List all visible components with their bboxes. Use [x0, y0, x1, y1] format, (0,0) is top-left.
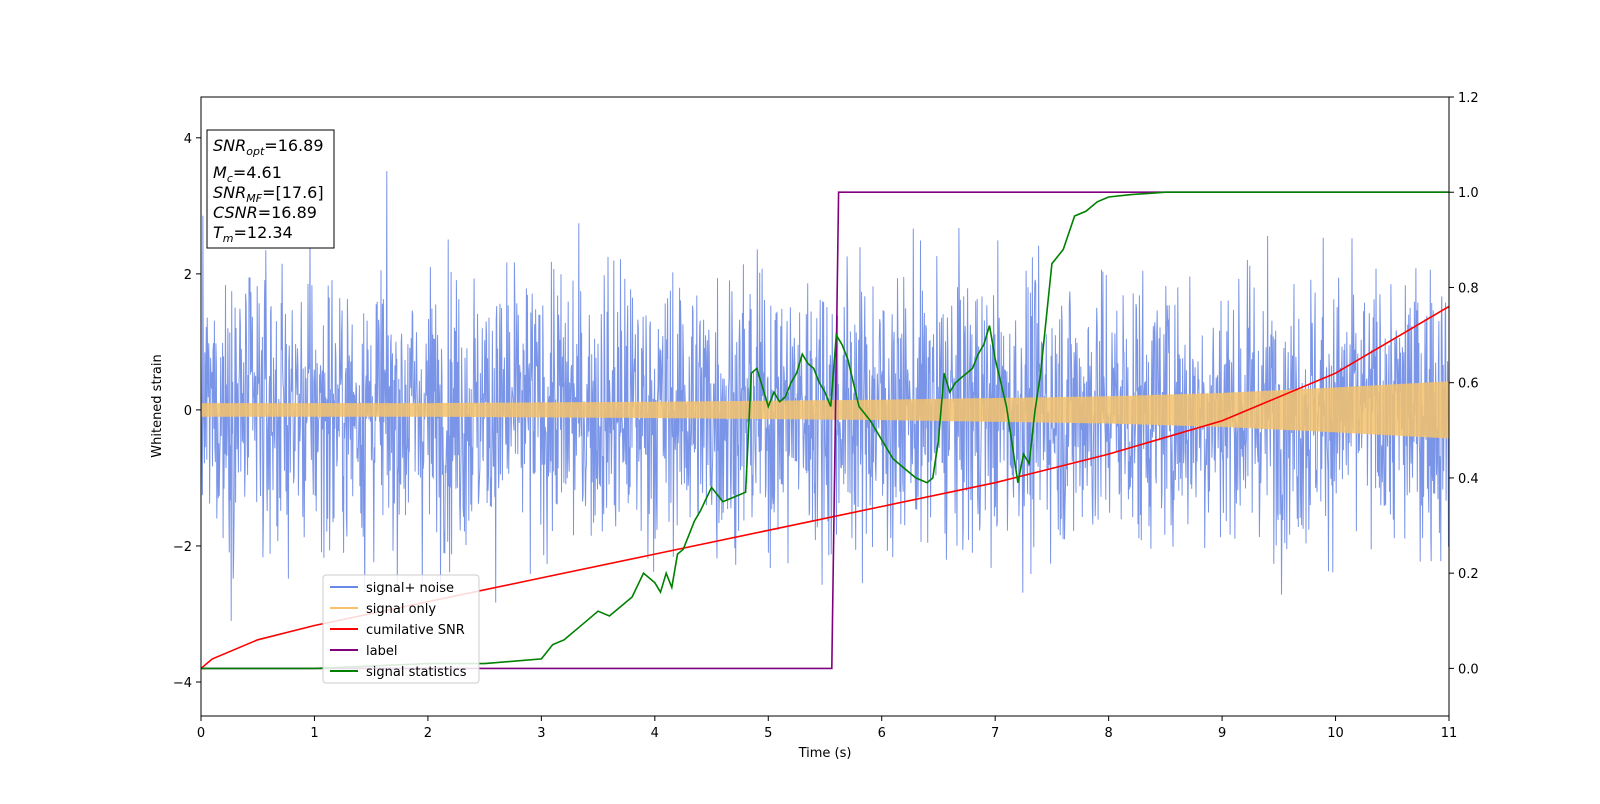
y-left-tick-label: −2 — [173, 540, 192, 555]
x-axis-ticks: 0 1 2 3 4 5 6 7 8 9 10 11 — [197, 716, 1457, 741]
y-left-tick-label: 2 — [184, 268, 192, 283]
y-right-tick-label: 1.2 — [1458, 91, 1479, 106]
series-signal-statistics-line — [201, 191, 1449, 670]
x-tick-label: 1 — [310, 726, 318, 741]
x-tick-label: 11 — [1441, 726, 1458, 741]
info-tm-base: T — [213, 223, 224, 242]
x-tick-label: 9 — [1218, 726, 1226, 741]
x-tick-label: 4 — [651, 726, 659, 741]
info-mc: Mc=4.61 — [213, 163, 282, 185]
legend-label-signal-only: signal only — [366, 602, 436, 617]
series-signal-only-line — [201, 381, 1449, 439]
x-tick-label: 8 — [1104, 726, 1112, 741]
info-tm-value: =12.34 — [234, 223, 293, 242]
y-right-tick-label: 0.8 — [1458, 281, 1479, 296]
info-snr-opt: SNRopt=16.89 — [213, 136, 324, 158]
info-mc-value: =4.61 — [233, 163, 282, 182]
info-csnr-base: CSNR — [213, 203, 258, 222]
info-mc-sub: c — [227, 172, 233, 185]
info-snr-mf-base: SNR — [213, 183, 246, 202]
y-axis-right-ticks: 0.0 0.2 0.4 0.6 0.8 1.0 1.2 — [1449, 91, 1479, 677]
x-tick-label: 6 — [878, 726, 886, 741]
x-tick-label: 0 — [197, 726, 205, 741]
legend: signal+ noise signal only cumilative SNR… — [322, 574, 480, 684]
series-cumulative-snr-line — [201, 305, 1449, 670]
info-tm: Tm=12.34 — [213, 223, 293, 245]
legend-label-cumulative-snr: cumilative SNR — [366, 623, 465, 638]
y-right-tick-label: 0.4 — [1458, 472, 1479, 487]
series-label-line — [201, 191, 1449, 670]
y-right-tick-label: 0.0 — [1458, 662, 1479, 677]
info-snr-opt-value: =16.89 — [264, 136, 323, 155]
info-snr-mf-sub: MF — [246, 192, 262, 205]
legend-label-label: label — [366, 644, 397, 659]
info-csnr: CSNR=16.89 — [213, 203, 317, 222]
info-box: SNRopt=16.89 Mc=4.61 SNRMF=[17.6] CSNR=1… — [206, 129, 335, 249]
x-tick-label: 10 — [1327, 726, 1344, 741]
x-tick-label: 3 — [537, 726, 545, 741]
series-layer — [201, 171, 1449, 670]
y-left-tick-label: 4 — [184, 132, 192, 147]
y-left-tick-label: 0 — [184, 404, 192, 419]
info-csnr-value: =16.89 — [258, 203, 317, 222]
info-snr-mf: SNRMF=[17.6] — [213, 183, 324, 205]
legend-frame — [322, 574, 480, 684]
y-axis-left-ticks: −4 −2 0 2 4 — [173, 132, 201, 691]
x-tick-label: 7 — [991, 726, 999, 741]
info-mc-base: M — [213, 163, 227, 182]
y-axis-label: Whitened strain — [150, 354, 165, 457]
info-snr-opt-sub: opt — [246, 145, 265, 158]
y-right-tick-label: 0.2 — [1458, 567, 1479, 582]
legend-label-signal-noise: signal+ noise — [366, 581, 454, 596]
y-right-tick-label: 1.0 — [1458, 186, 1479, 201]
x-axis-label: Time (s) — [798, 746, 852, 761]
y-left-tick-label: −4 — [173, 676, 192, 691]
x-tick-label: 2 — [424, 726, 432, 741]
x-tick-label: 5 — [764, 726, 772, 741]
plot-frame — [200, 96, 1450, 717]
info-tm-sub: m — [223, 232, 234, 245]
legend-label-signal-statistics: signal statistics — [366, 665, 467, 680]
info-box-frame — [206, 129, 335, 249]
info-snr-opt-base: SNR — [213, 136, 246, 155]
info-snr-mf-value: =[17.6] — [262, 183, 324, 202]
y-right-tick-label: 0.6 — [1458, 377, 1479, 392]
